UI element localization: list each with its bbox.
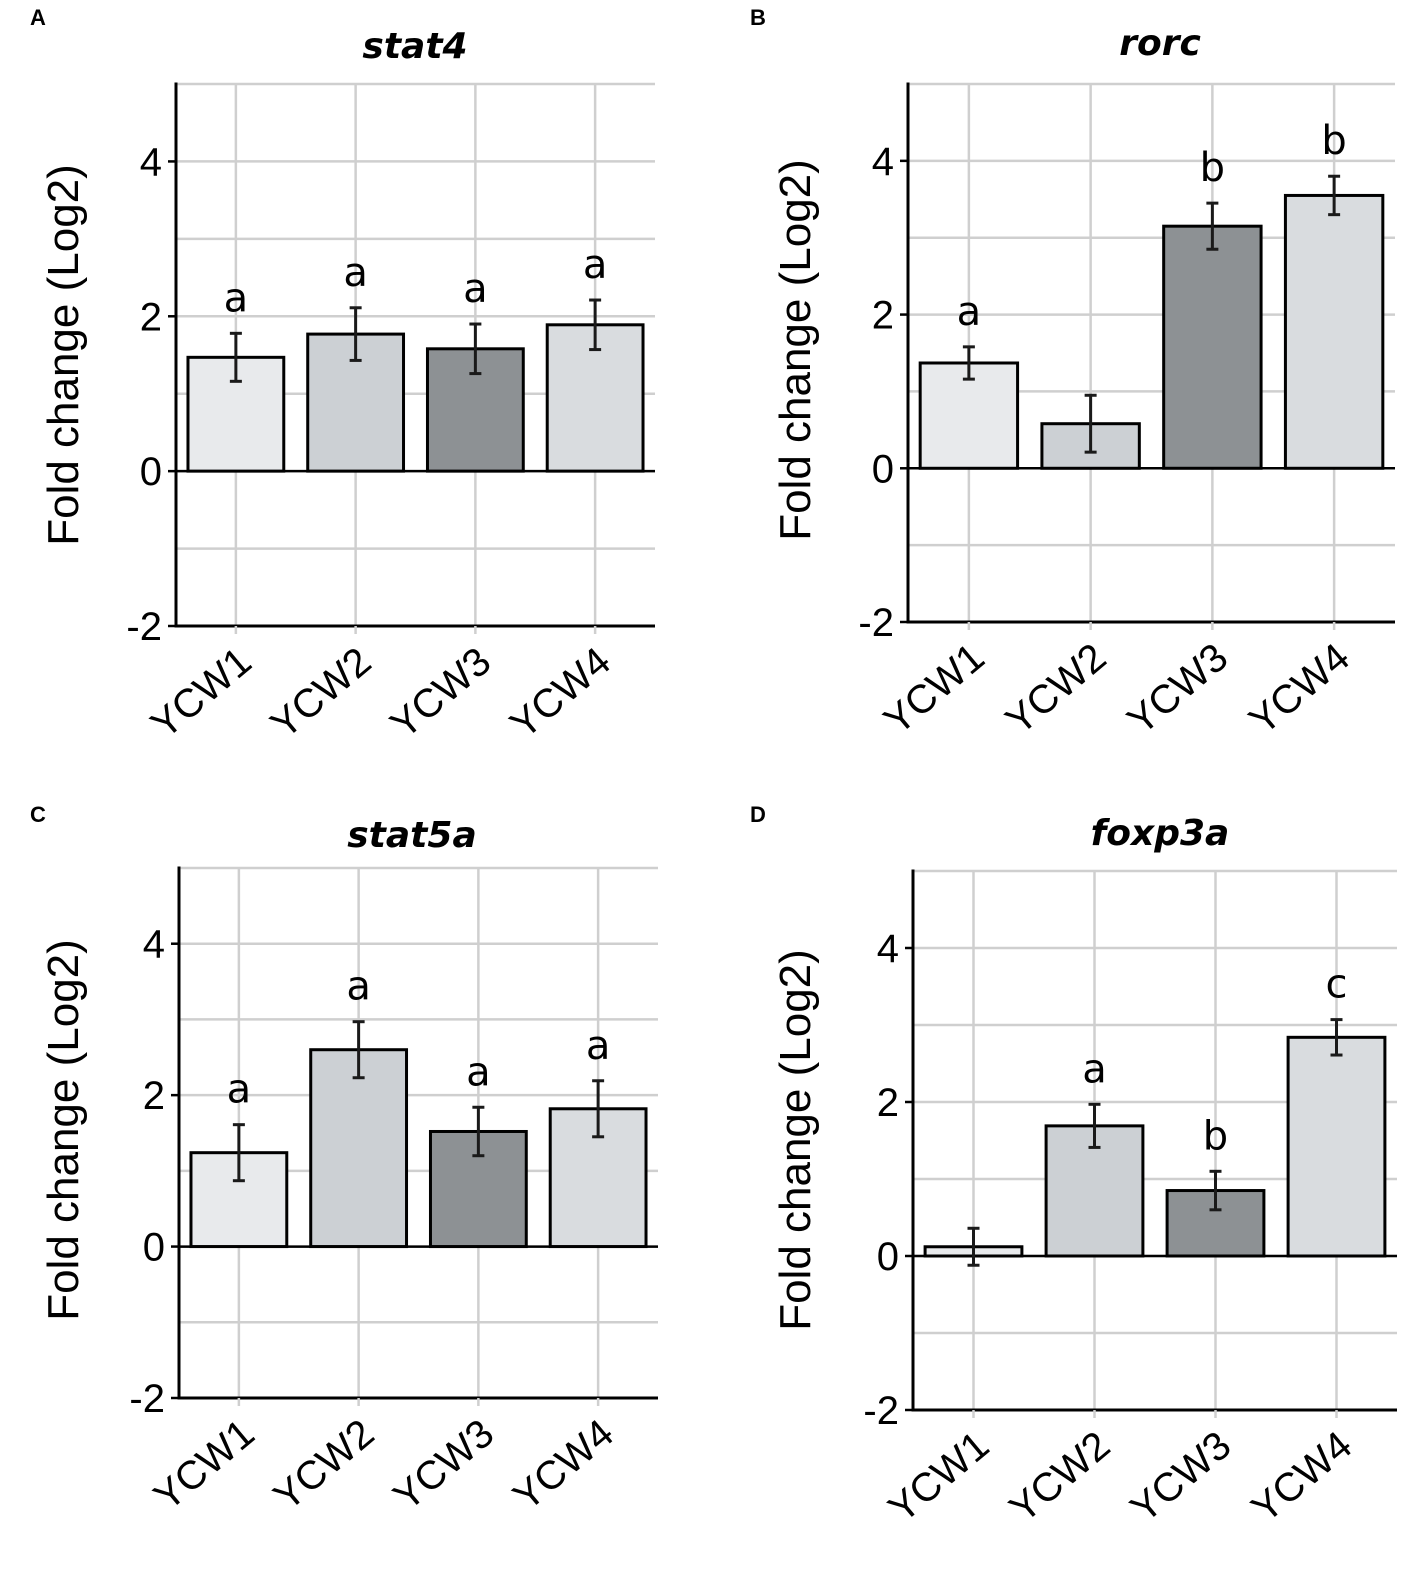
x-tick-label: YCW1 bbox=[880, 1423, 997, 1531]
y-tick-label: 0 bbox=[143, 1226, 165, 1270]
y-tick-label: 4 bbox=[877, 927, 899, 971]
chart-title: foxp3a bbox=[1091, 813, 1230, 854]
y-tick-label: 0 bbox=[872, 447, 894, 491]
x-tick-label: YCW3 bbox=[1122, 1423, 1239, 1531]
significance-label: b bbox=[1321, 118, 1346, 164]
y-tick-label: -2 bbox=[863, 1389, 899, 1433]
significance-label: a bbox=[583, 242, 608, 288]
x-tick-label: YCW3 bbox=[1119, 635, 1236, 743]
y-tick-label: -2 bbox=[129, 1377, 165, 1421]
x-tick-label: YCW1 bbox=[146, 1411, 263, 1519]
chart-panel-a: a a a a -2 0 2 4 YCW1 YCW2 YCW3 YCW4 Fold change (Lo… bbox=[30, 5, 655, 747]
significance-label: c bbox=[1326, 962, 1348, 1008]
y-tick-label: -2 bbox=[126, 605, 162, 649]
y-axis-label: Fold change (Log2) bbox=[771, 159, 820, 541]
error-bar-ycw3 bbox=[469, 322, 482, 376]
y-tick-label: -2 bbox=[858, 601, 894, 645]
error-bar-ycw1 bbox=[232, 1123, 245, 1183]
y-axis-label: Fold change (Log2) bbox=[771, 949, 820, 1331]
panel-letter: A bbox=[30, 5, 46, 30]
significance-label: a bbox=[227, 1067, 252, 1113]
x-tick-label: YCW4 bbox=[502, 639, 619, 747]
y-tick-label: 4 bbox=[143, 923, 165, 967]
error-bar-ycw4 bbox=[592, 1079, 605, 1139]
panel-letter: C bbox=[30, 802, 46, 827]
error-bar-ycw4 bbox=[589, 298, 602, 352]
error-bar-ycw4 bbox=[1328, 174, 1341, 217]
y-tick-label: 4 bbox=[140, 140, 162, 184]
x-tick-label: YCW4 bbox=[505, 1411, 622, 1519]
x-tick-label: YCW4 bbox=[1243, 1423, 1360, 1531]
significance-label: a bbox=[346, 964, 371, 1010]
y-axis-label: Fold change (Log2) bbox=[39, 164, 88, 546]
error-bar-ycw2 bbox=[1088, 1102, 1101, 1149]
error-bar-ycw4 bbox=[1330, 1018, 1343, 1057]
significance-label: a bbox=[224, 275, 249, 321]
chart-panel-d: a b c -2 0 2 4 YCW1 YCW2 YCW3 YCW4 Fold change (Log… bbox=[750, 802, 1397, 1531]
bar-ycw3 bbox=[1162, 224, 1263, 470]
bar-ycw4 bbox=[1286, 1035, 1387, 1258]
y-axis-label: Fold change (Log2) bbox=[39, 939, 88, 1321]
error-bar-ycw2 bbox=[1084, 393, 1097, 454]
error-bar-ycw1 bbox=[229, 331, 242, 383]
significance-label: a bbox=[957, 289, 982, 335]
x-tick-label: YCW2 bbox=[263, 639, 380, 747]
y-tick-label: 0 bbox=[877, 1235, 899, 1279]
significance-label: b bbox=[1200, 145, 1225, 191]
error-bar-ycw3 bbox=[472, 1105, 485, 1158]
y-tick-label: 0 bbox=[140, 450, 162, 494]
bar-ycw2 bbox=[309, 1048, 409, 1249]
y-tick-label: 4 bbox=[872, 140, 894, 184]
y-tick-label: 2 bbox=[877, 1081, 899, 1125]
significance-label: b bbox=[1203, 1113, 1228, 1159]
chart-panel-b: a b b -2 0 2 4 YCW1 YCW2 YCW3 YCW4 Fold change (Log… bbox=[750, 5, 1395, 743]
y-tick-label: 2 bbox=[872, 294, 894, 338]
panel-letter: B bbox=[750, 5, 766, 30]
x-tick-label: YCW3 bbox=[385, 1411, 502, 1519]
error-bar-ycw1 bbox=[962, 345, 975, 381]
significance-label: a bbox=[466, 1049, 491, 1095]
error-bar-ycw1 bbox=[967, 1226, 980, 1267]
significance-label: a bbox=[463, 266, 488, 312]
x-tick-label: YCW1 bbox=[143, 639, 260, 747]
bar-ycw4 bbox=[1283, 193, 1385, 470]
error-bar-ycw3 bbox=[1209, 1169, 1222, 1212]
significance-label: a bbox=[1082, 1046, 1107, 1092]
error-bar-ycw2 bbox=[349, 306, 362, 362]
x-tick-label: YCW2 bbox=[1001, 1423, 1118, 1531]
chart-panel-c: a a a a -2 0 2 4 YCW1 YCW2 YCW3 YCW4 Fold change (Lo… bbox=[30, 802, 658, 1519]
error-bar-ycw2 bbox=[352, 1020, 365, 1080]
x-tick-label: YCW2 bbox=[266, 1411, 383, 1519]
x-tick-label: YCW4 bbox=[1241, 635, 1358, 743]
y-tick-label: 2 bbox=[140, 295, 162, 339]
significance-label: a bbox=[586, 1023, 611, 1069]
y-tick-label: 2 bbox=[143, 1074, 165, 1118]
chart-title: stat5a bbox=[347, 815, 476, 856]
x-tick-label: YCW2 bbox=[998, 635, 1115, 743]
x-tick-label: YCW1 bbox=[876, 635, 993, 743]
x-tick-label: YCW3 bbox=[382, 639, 499, 747]
error-bar-ycw3 bbox=[1206, 201, 1219, 251]
significance-label: a bbox=[343, 250, 368, 296]
chart-title: rorc bbox=[1119, 23, 1201, 64]
panel-letter: D bbox=[750, 802, 766, 827]
chart-title: stat4 bbox=[362, 26, 467, 67]
